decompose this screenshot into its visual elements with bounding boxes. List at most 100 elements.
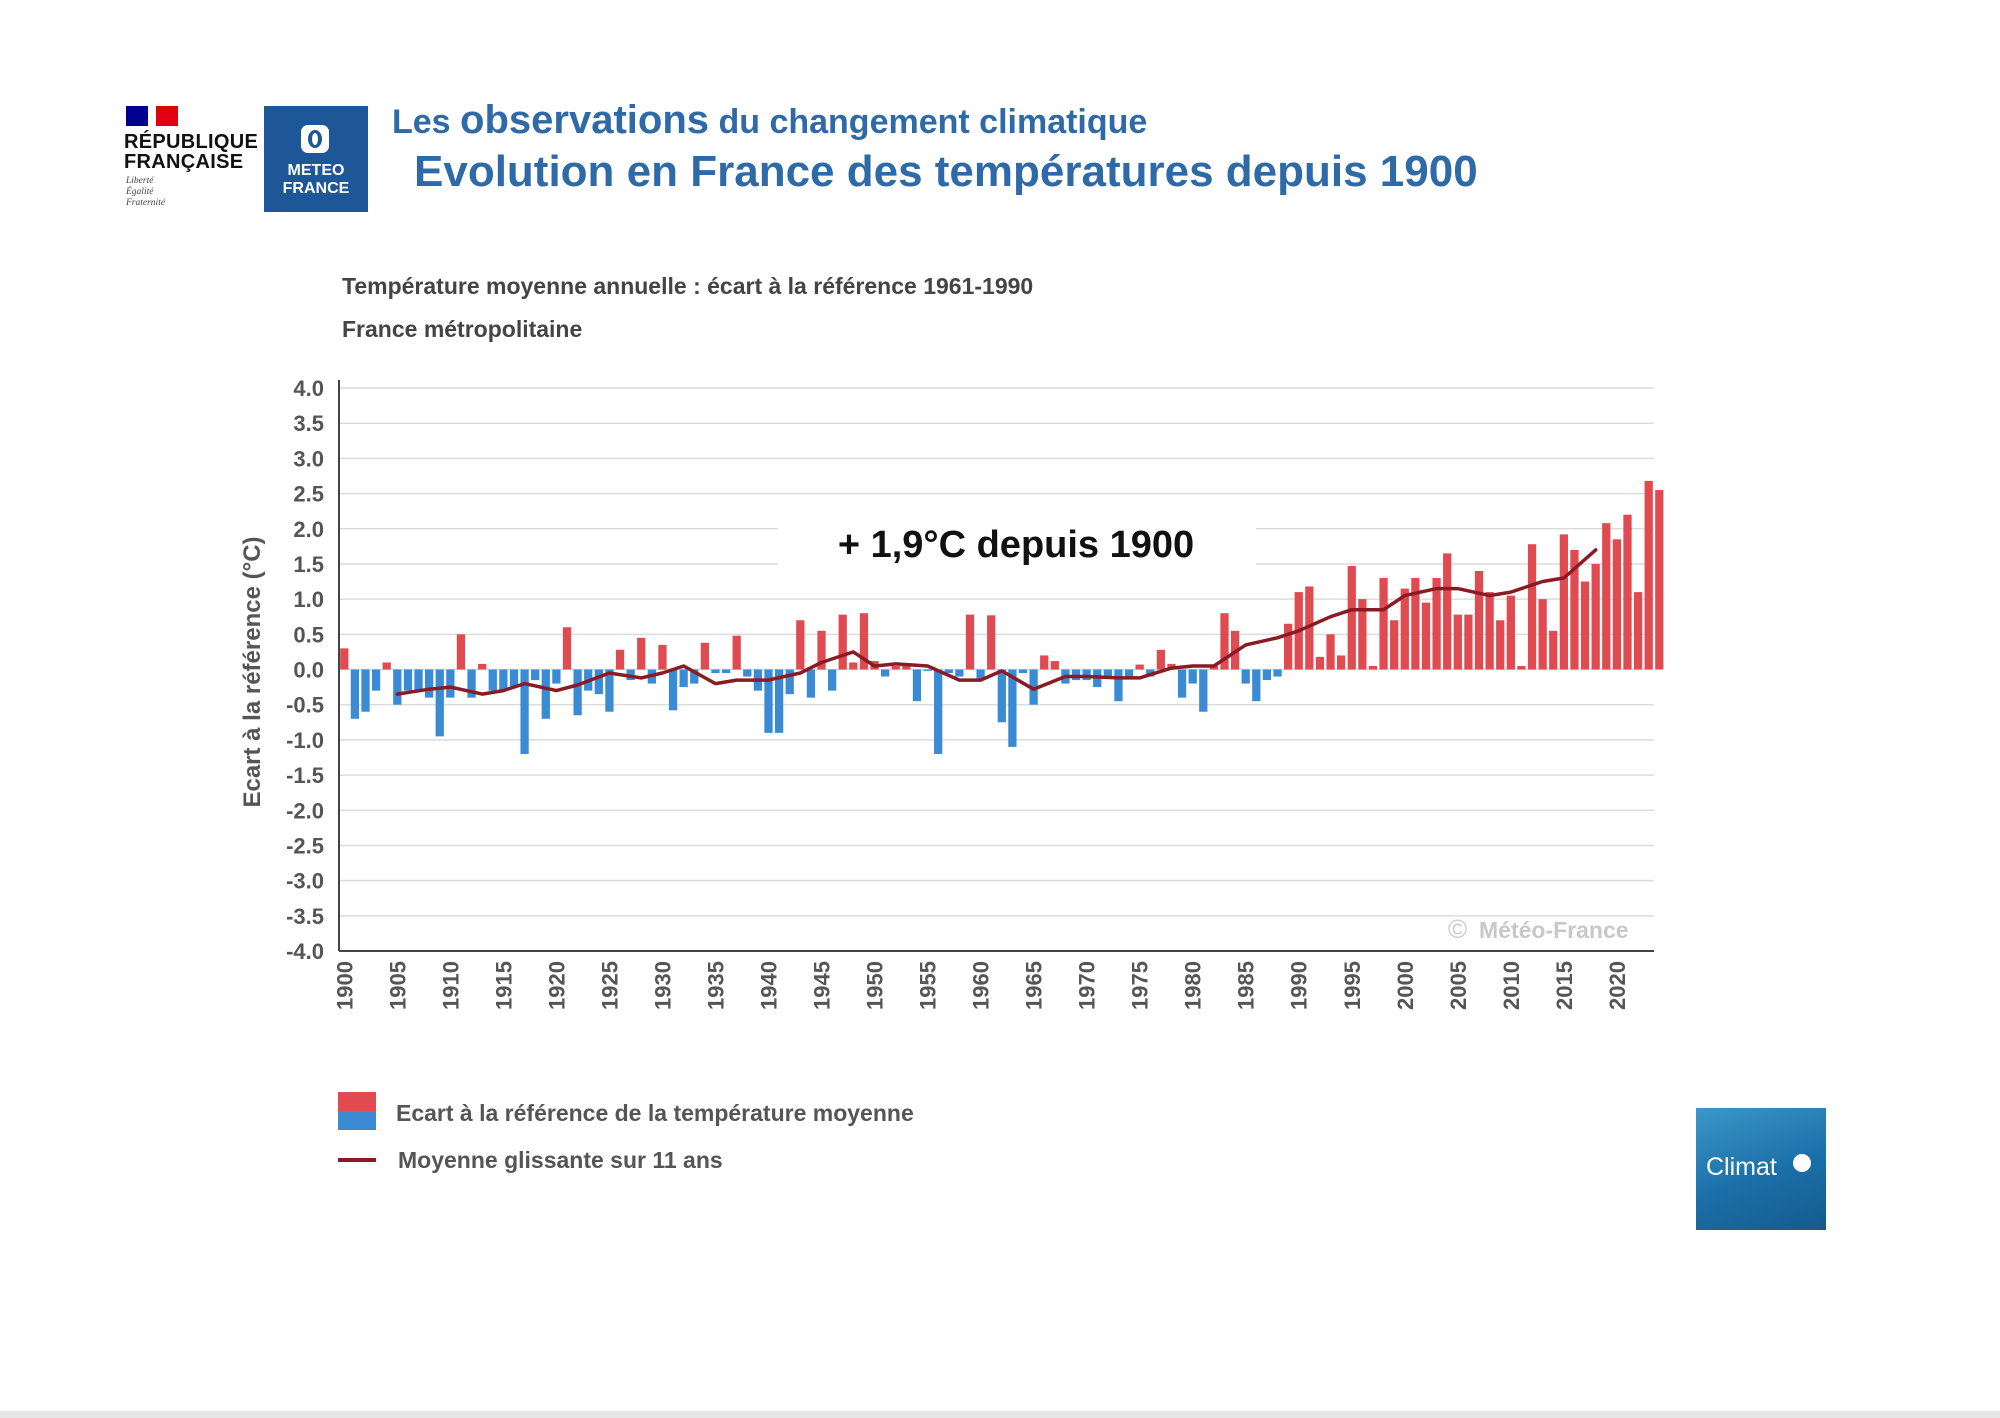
x-tick-label: 1955 — [916, 961, 941, 1010]
y-tick-label: 0.0 — [293, 658, 324, 683]
data-bar — [1506, 595, 1515, 670]
legend-line-moving-average — [338, 1158, 376, 1162]
data-bar — [764, 669, 773, 733]
legend-swatch-negative — [338, 1111, 376, 1130]
data-bar — [690, 669, 699, 684]
data-bar — [1517, 665, 1526, 670]
data-bar — [1337, 655, 1346, 670]
data-bar — [987, 615, 996, 670]
data-bar — [1623, 514, 1632, 670]
data-bar — [976, 669, 985, 681]
x-tick-label: 1935 — [704, 961, 729, 1010]
data-bar — [1633, 592, 1643, 670]
data-bar — [1474, 570, 1484, 670]
x-tick-label: 2005 — [1446, 961, 1471, 1010]
data-bar — [997, 669, 1006, 723]
data-bar — [1421, 602, 1431, 670]
y-tick-label: -1.5 — [286, 763, 324, 788]
data-bar — [1655, 490, 1664, 670]
moving-average-layer — [395, 548, 1598, 696]
data-bar — [711, 669, 720, 674]
y-tick-label: -2.0 — [286, 798, 324, 823]
y-tick-label: 3.5 — [293, 411, 324, 436]
x-tick-label: 1920 — [544, 961, 569, 1010]
data-bar — [562, 627, 572, 670]
data-bar — [1029, 669, 1038, 705]
data-bar — [658, 644, 667, 670]
data-bar — [1496, 620, 1505, 670]
x-tick-label: 1900 — [332, 961, 357, 1010]
data-bar — [1358, 599, 1367, 670]
x-tick-label: 1960 — [969, 961, 994, 1010]
data-bar — [393, 669, 402, 705]
data-bar — [785, 669, 794, 695]
data-bar — [679, 669, 688, 688]
data-bar — [774, 669, 784, 733]
meteo-france-wordmark: METEO FRANCE — [282, 162, 350, 197]
y-tick-label: -3.0 — [286, 869, 324, 894]
data-bar — [849, 662, 858, 670]
data-bar — [1570, 549, 1579, 670]
data-bar — [934, 669, 943, 754]
data-bar — [1040, 655, 1049, 670]
data-bar — [1549, 630, 1558, 670]
data-bar — [1453, 614, 1462, 670]
header-line1: Les observations du changement climatiqu… — [392, 98, 1148, 142]
republique-francaise-logo: RÉPUBLIQUE FRANÇAISE Liberté Égalité Fra… — [120, 104, 260, 216]
y-axis-label: Ecart à la référence (°C) — [239, 536, 266, 807]
data-bar — [721, 669, 731, 674]
x-tick-label: 1945 — [810, 961, 835, 1010]
data-bar — [1018, 669, 1028, 674]
data-bar — [520, 669, 529, 754]
data-bar — [965, 614, 975, 670]
data-bar — [478, 663, 487, 670]
climat-globe-icon — [1793, 1154, 1811, 1172]
chart-annotation: + 1,9°C depuis 1900 — [838, 524, 1194, 566]
data-bar — [1124, 669, 1134, 677]
chart-title: Température moyenne annuelle : écart à l… — [342, 273, 1034, 299]
data-bar — [1400, 588, 1409, 670]
data-bar — [1315, 656, 1325, 670]
data-bar — [796, 620, 805, 670]
climat-badge: Climat — [1696, 1108, 1826, 1230]
x-tick-label: 1905 — [385, 961, 410, 1010]
chart-bars — [340, 480, 1664, 754]
moving-average-line — [395, 548, 1598, 696]
data-bar — [902, 665, 911, 670]
legend-swatch-positive — [338, 1092, 376, 1111]
x-tick-label: 1910 — [438, 961, 463, 1010]
data-bar — [382, 662, 391, 670]
data-bar — [637, 637, 646, 670]
data-bar — [1538, 599, 1547, 670]
watermark-text: Météo-France — [1479, 917, 1629, 943]
data-bar — [552, 669, 561, 684]
data-bar — [605, 669, 614, 712]
y-tick-label: 0.5 — [293, 622, 324, 647]
x-tick-label: 1950 — [863, 961, 888, 1010]
data-bar — [1252, 669, 1261, 702]
data-bar — [1262, 669, 1272, 681]
data-bar — [1283, 623, 1293, 670]
data-bar — [817, 630, 826, 670]
data-bar — [594, 669, 603, 695]
data-bar — [414, 669, 423, 691]
data-bar — [1199, 669, 1208, 712]
y-tick-label: 2.0 — [293, 517, 324, 542]
y-tick-labels: 4.0 3.5 3.0 2.5 2.0 1.5 1.0 0.5 0.0 -0.5 -1.0 -1.5 -… — [286, 376, 324, 964]
data-bar — [912, 669, 922, 702]
page-title: Evolution en France des températures dep… — [414, 147, 1478, 196]
x-tick-label: 1995 — [1340, 961, 1365, 1010]
data-bar — [881, 669, 890, 677]
x-tick-label: 1925 — [597, 961, 622, 1010]
data-bar — [541, 669, 550, 719]
climat-label: Climat — [1706, 1153, 1777, 1181]
meteo-france-logo: METEO FRANCE — [264, 106, 368, 212]
legend-label-anomaly: Ecart à la référence de la température m… — [396, 1100, 914, 1126]
data-bar — [1379, 578, 1388, 670]
y-tick-label: -3.5 — [286, 904, 324, 929]
data-bar — [573, 669, 582, 716]
y-tick-label: -0.5 — [286, 693, 324, 718]
x-tick-label: 2015 — [1552, 961, 1577, 1010]
data-bar — [1485, 592, 1494, 670]
data-bar — [403, 669, 413, 691]
